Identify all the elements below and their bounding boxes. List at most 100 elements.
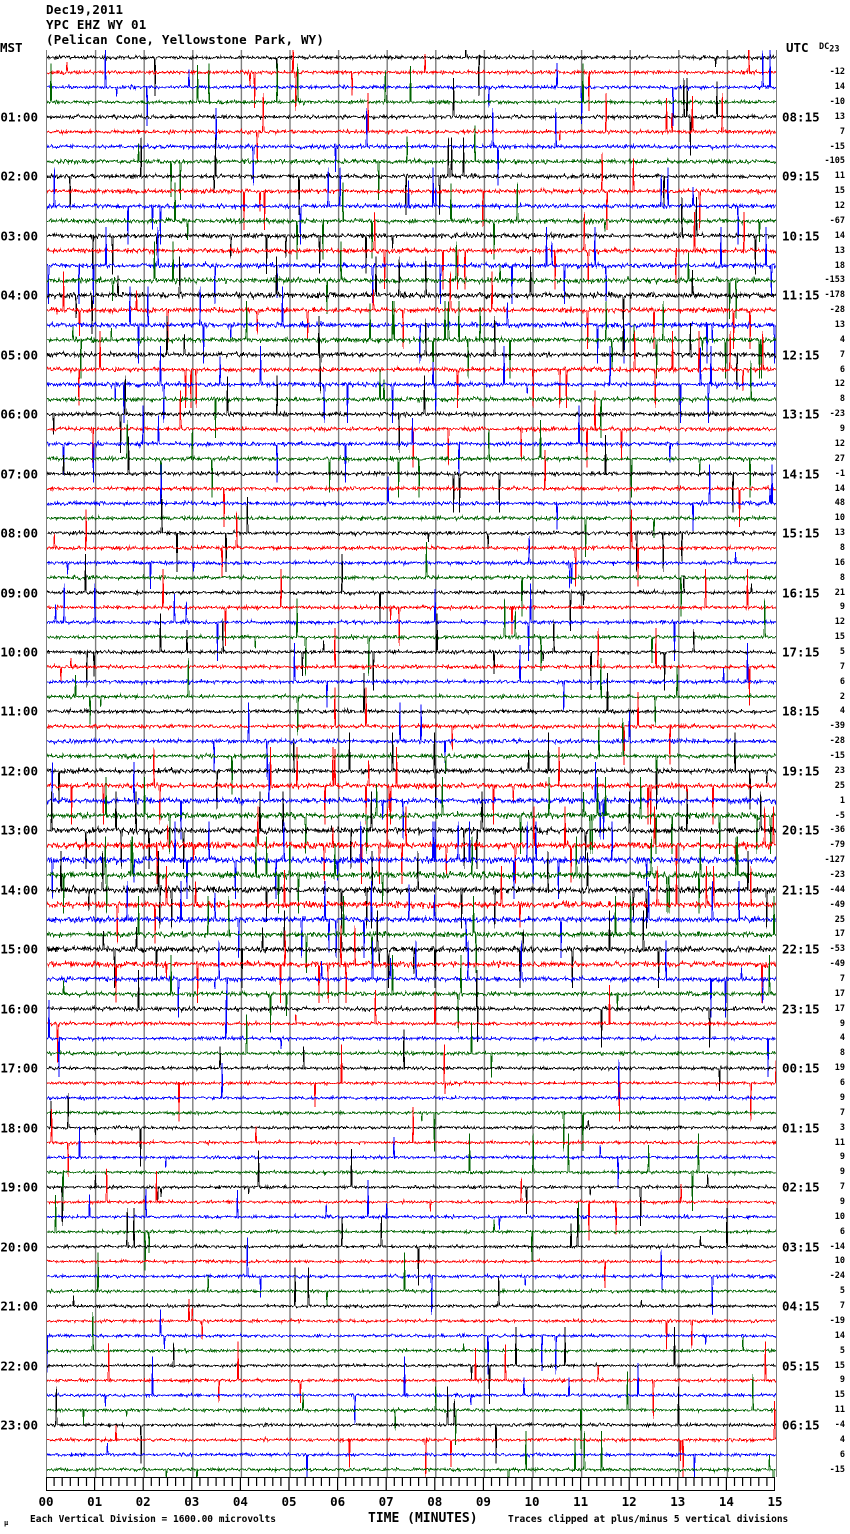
dc-offset-value: 8 xyxy=(839,1048,845,1059)
dc-offset-value: 9 xyxy=(839,1018,845,1029)
dc-offset-value: -23 xyxy=(829,869,845,880)
dc-offset-value: 6 xyxy=(839,1449,845,1460)
dc-offset-value: -4 xyxy=(834,1419,845,1430)
mst-time-label: 19:00 xyxy=(0,1179,38,1195)
mst-time-label: 05:00 xyxy=(0,347,38,363)
utc-time-label: 22:15 xyxy=(782,941,820,957)
x-tick-label: 14 xyxy=(718,1494,734,1509)
mst-time-label: 17:00 xyxy=(0,1060,38,1076)
dc-offset-value: 7 xyxy=(839,661,845,672)
mst-time-label: 20:00 xyxy=(0,1239,38,1255)
dc-offset-value: 6 xyxy=(839,1078,845,1089)
dc-offset-value: 10 xyxy=(834,1256,845,1267)
utc-time-label: 20:15 xyxy=(782,822,820,838)
utc-time-label: 11:15 xyxy=(782,287,820,303)
dc-offset-value: 6 xyxy=(839,364,845,375)
scale-note: Each Vertical Division = 1600.00 microvo… xyxy=(30,1514,276,1525)
dc-offset-value: 12 xyxy=(834,438,845,449)
dc-offset-value: 13 xyxy=(834,319,845,330)
dc-offset-value: -10 xyxy=(829,97,845,108)
mst-time-label: 22:00 xyxy=(0,1358,38,1374)
dc-offset-value: -67 xyxy=(829,215,845,226)
x-tick-label: 13 xyxy=(670,1494,686,1509)
dc-offset-value: -12 xyxy=(829,67,845,78)
dc-offset-value: 11 xyxy=(834,171,845,182)
dc-offset-value: -127 xyxy=(824,855,845,866)
mst-time-label: 04:00 xyxy=(0,287,38,303)
utc-time-label: 12:15 xyxy=(782,347,820,363)
dc-offset-value: -105 xyxy=(824,156,845,167)
dc-offset-value: -15 xyxy=(829,751,845,762)
header-channel: YPC EHZ WY 01 xyxy=(46,17,147,32)
mst-time-label: 13:00 xyxy=(0,822,38,838)
dc-offset-value: 12 xyxy=(834,201,845,212)
dc-offset-value: 17 xyxy=(834,929,845,940)
dc-offset-value: 13 xyxy=(834,111,845,122)
mst-time-label: 12:00 xyxy=(0,763,38,779)
dc-offset-value: 9 xyxy=(839,1197,845,1207)
dc-offset-value: 7 xyxy=(839,349,845,360)
dc-offset-value: 11 xyxy=(834,1405,845,1416)
dc-offset-value: 6 xyxy=(839,676,845,687)
x-tick-label: 00 xyxy=(38,1494,54,1509)
x-tick-label: 12 xyxy=(621,1494,637,1509)
x-tick-label: 09 xyxy=(475,1494,491,1509)
x-axis-ticks xyxy=(53,1477,768,1491)
dc-offset-value: -15 xyxy=(829,1464,845,1475)
dc-offset-value: 13 xyxy=(834,528,845,539)
dc-offset-value: 3 xyxy=(839,1122,845,1133)
dc-offset-value: 4 xyxy=(839,706,845,717)
dc-offset-value: -28 xyxy=(829,736,845,747)
utc-time-label: 01:15 xyxy=(782,1120,820,1136)
dc-offset-value: 16 xyxy=(834,557,845,568)
dc-offset-value: 14 xyxy=(834,1330,845,1341)
dc-offset-value: 9 xyxy=(839,602,845,613)
dc-offset-value: 15 xyxy=(834,186,845,197)
utc-time-label: 16:15 xyxy=(782,585,820,601)
dc-offset-value: 8 xyxy=(839,394,845,405)
x-tick-label: 10 xyxy=(524,1494,540,1509)
dc-header-sub: 23 xyxy=(829,44,840,55)
dc-offset-value: 7 xyxy=(839,1301,845,1312)
utc-time-label: 21:15 xyxy=(782,882,820,898)
dc-offset-value: -153 xyxy=(824,275,845,286)
utc-time-label: 18:15 xyxy=(782,703,820,719)
dc-offset-value: -36 xyxy=(829,825,845,836)
dc-offset-value: 1 xyxy=(839,795,845,806)
seismogram-canvas xyxy=(46,50,777,1477)
utc-time-label: 03:15 xyxy=(782,1239,820,1255)
dc-offset-value: 17 xyxy=(834,1003,845,1014)
mst-time-label: 10:00 xyxy=(0,644,38,660)
dc-offset-value: 7 xyxy=(839,974,845,985)
dc-offset-value: 14 xyxy=(834,82,845,93)
mst-time-label: 18:00 xyxy=(0,1120,38,1136)
dc-offset-value: 10 xyxy=(834,1211,845,1222)
utc-time-label: 00:15 xyxy=(782,1060,820,1076)
dc-offset-value: 14 xyxy=(834,483,845,494)
header-site: (Pelican Cone, Yellowstone Park, WY) xyxy=(46,32,325,47)
timezone-label-utc: UTC xyxy=(786,40,809,55)
dc-offset-value: -28 xyxy=(829,305,845,316)
dc-offset-value: 23 xyxy=(834,765,845,776)
dc-offset-value: 19 xyxy=(834,1063,845,1074)
x-tick-label: 05 xyxy=(281,1494,297,1509)
dc-offset-value: -1 xyxy=(834,468,845,479)
dc-offset-value: 9 xyxy=(839,1167,845,1178)
dc-offset-value: 7 xyxy=(839,1182,845,1193)
dc-offset-value: 9 xyxy=(839,1375,845,1386)
x-tick-label: 06 xyxy=(330,1494,346,1509)
dc-offset-value: -19 xyxy=(829,1315,845,1326)
dc-offset-value: 6 xyxy=(839,1226,845,1237)
dc-offset-value: -49 xyxy=(829,959,845,970)
x-tick-label: 02 xyxy=(135,1494,151,1509)
dc-offset-value: 17 xyxy=(834,988,845,999)
dc-offset-value: 4 xyxy=(839,334,845,345)
x-tick-label: 03 xyxy=(184,1494,200,1509)
utc-time-label: 02:15 xyxy=(782,1179,820,1195)
dc-offset-value: -15 xyxy=(829,141,845,152)
x-tick-label: 08 xyxy=(427,1494,443,1509)
mst-time-label: 07:00 xyxy=(0,466,38,482)
utc-time-label: 08:15 xyxy=(782,109,820,125)
mst-time-label: 16:00 xyxy=(0,1001,38,1017)
